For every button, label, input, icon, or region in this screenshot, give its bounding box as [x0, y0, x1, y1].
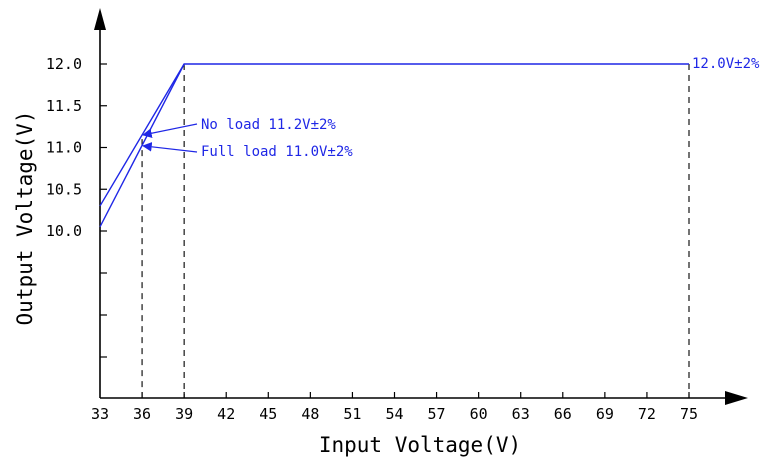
x-axis-arrow-icon: [725, 391, 748, 405]
y-tick-label-10-5: 10.5: [46, 180, 82, 198]
series-line-2: [99, 63, 185, 228]
no-load-annotation-text: No load 11.2V±2%: [201, 117, 336, 133]
y-axis-arrow-icon: [94, 8, 106, 30]
x-tick-label-66: 66: [554, 405, 572, 423]
no-load-annotation-arrow: [142, 123, 198, 138]
x-tick-label-33: 33: [91, 405, 109, 423]
y-tick-label-11: 11.0: [46, 139, 82, 157]
x-tick-label-42: 42: [217, 405, 235, 423]
annotations-group: No load 11.2V±2% Full load 11.0V±2% 12.0V±…: [142, 56, 760, 160]
axes-group: 33 36 39 42 45 48 51 54 57 60 63 66 69 72 75 10.0 10.5 11…: [46, 8, 748, 423]
y-tick-label-12: 12.0: [46, 55, 82, 73]
x-tick-label-45: 45: [259, 405, 277, 423]
x-tick-label-51: 51: [343, 405, 361, 423]
x-tick-label-39: 39: [175, 405, 193, 423]
full-load-annotation-text: Full load 11.0V±2%: [201, 144, 353, 160]
x-tick-label-48: 48: [301, 405, 319, 423]
x-tick-label-60: 60: [470, 405, 488, 423]
x-tick-label-69: 69: [596, 405, 614, 423]
x-axis-title: Input Voltage(V): [319, 433, 521, 457]
full-load-annotation-arrow: [142, 142, 198, 153]
x-tick-label-63: 63: [512, 405, 530, 423]
x-tick-label-36: 36: [133, 405, 151, 423]
series-group: [99, 63, 689, 228]
y-tick-label-11-5: 11.5: [46, 97, 82, 115]
series-line-1: [99, 63, 689, 207]
x-tick-label-54: 54: [385, 405, 403, 423]
output-voltage-end-label: 12.0V±2%: [692, 56, 760, 72]
y-axis-title: Output Voltage(V): [13, 111, 37, 326]
reference-lines-group: [141, 64, 690, 398]
x-tick-label-57: 57: [428, 405, 446, 423]
x-tick-label-75: 75: [680, 405, 698, 423]
x-tick-label-72: 72: [638, 405, 656, 423]
y-tick-label-10: 10.0: [46, 222, 82, 240]
